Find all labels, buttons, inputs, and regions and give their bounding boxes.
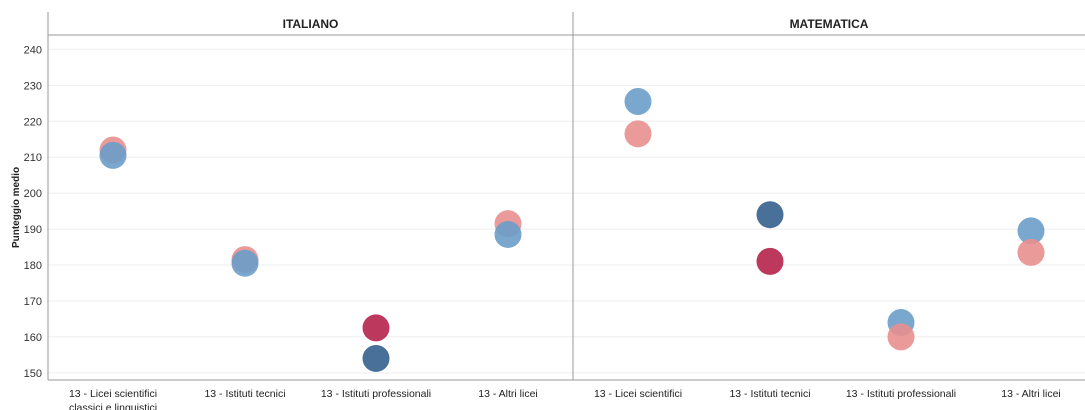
x-tick-label: 13 - Licei scientifici bbox=[69, 388, 157, 400]
data-point bbox=[1017, 217, 1045, 245]
y-tick-label: 150 bbox=[24, 368, 42, 380]
y-tick-label: 190 bbox=[24, 224, 42, 236]
y-tick-label: 210 bbox=[24, 152, 42, 164]
x-tick-label: classici e linguistici bbox=[69, 402, 157, 410]
y-tick-label: 200 bbox=[24, 188, 42, 200]
y-tick-label: 240 bbox=[24, 44, 42, 56]
y-axis-label: Punteggio medio bbox=[11, 167, 22, 248]
data-point bbox=[231, 249, 259, 277]
data-point bbox=[362, 314, 390, 342]
x-tick-label: 13 - Istituti tecnici bbox=[204, 388, 285, 400]
x-tick-label: 13 - Licei scientifici bbox=[594, 388, 682, 400]
data-point bbox=[756, 201, 784, 229]
y-tick-label: 170 bbox=[24, 296, 42, 308]
data-point bbox=[1017, 238, 1045, 266]
x-tick-label: 13 - Altri licei bbox=[478, 388, 538, 400]
data-point bbox=[887, 323, 915, 351]
data-point bbox=[624, 87, 652, 115]
y-tick-label: 230 bbox=[24, 80, 42, 92]
data-point bbox=[362, 344, 390, 372]
x-tick-label: 13 - Istituti professionali bbox=[321, 388, 431, 400]
x-tick-label: 13 - Istituti professionali bbox=[846, 388, 956, 400]
x-tick-label: 13 - Altri licei bbox=[1001, 388, 1061, 400]
y-tick-label: 160 bbox=[24, 332, 42, 344]
data-point bbox=[99, 141, 127, 169]
data-point bbox=[756, 247, 784, 275]
x-tick-label: 13 - Istituti tecnici bbox=[729, 388, 810, 400]
y-tick-label: 180 bbox=[24, 260, 42, 272]
panel-title: MATEMATICA bbox=[790, 17, 869, 31]
panel-title: ITALIANO bbox=[283, 17, 339, 31]
data-point bbox=[624, 120, 652, 148]
data-point bbox=[494, 220, 522, 248]
y-tick-label: 220 bbox=[24, 116, 42, 128]
